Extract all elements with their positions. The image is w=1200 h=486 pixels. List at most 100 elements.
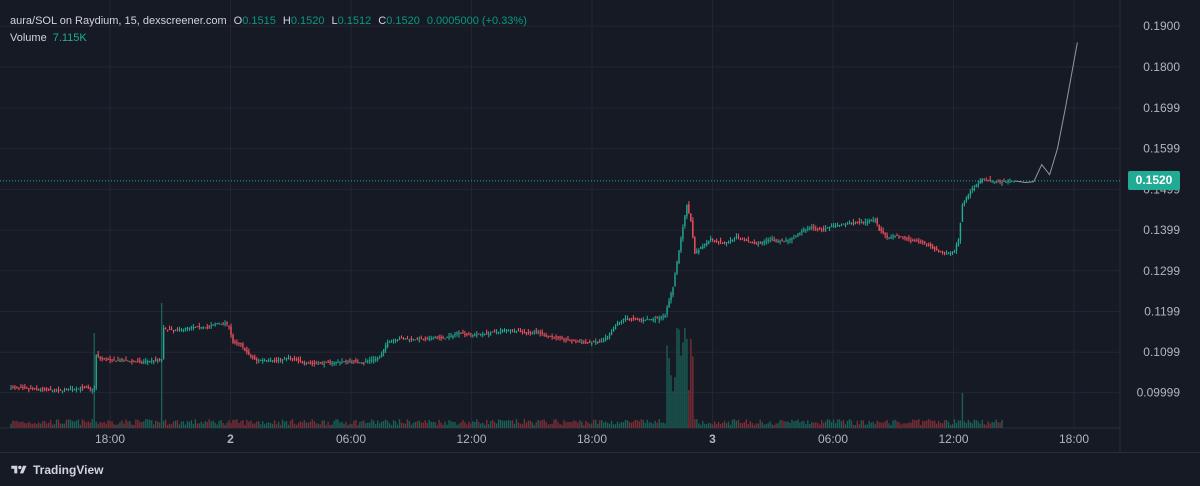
candle-body bbox=[335, 362, 337, 364]
candle-body bbox=[51, 391, 54, 393]
volume-bar bbox=[989, 423, 991, 428]
time-axis[interactable]: 18:00 2 06:00 12:00 18:00 3 06:00 12:00 18:00 bbox=[95, 432, 1089, 446]
volume-bar bbox=[24, 422, 26, 428]
candle-body bbox=[755, 242, 757, 244]
time-tick-label: 12:00 bbox=[938, 432, 968, 446]
candle-body bbox=[656, 317, 658, 319]
candle-body bbox=[1001, 182, 1003, 184]
time-tick-label: 18:00 bbox=[577, 432, 607, 446]
volume-bar bbox=[577, 422, 579, 428]
candle-body bbox=[967, 194, 970, 199]
candle-body bbox=[331, 363, 333, 365]
volume-bar bbox=[745, 419, 748, 428]
volume-bar bbox=[652, 423, 654, 428]
volume-bar bbox=[638, 421, 641, 428]
tradingview-logo[interactable]: TradingView bbox=[9, 463, 103, 477]
volume-bar bbox=[834, 423, 837, 428]
price-tick-label: 0.1399 bbox=[1143, 223, 1180, 237]
volume-bar bbox=[930, 420, 932, 428]
volume-bar bbox=[941, 423, 944, 428]
candle-body bbox=[153, 360, 155, 362]
candle-body bbox=[172, 329, 175, 331]
candle-body bbox=[993, 181, 995, 183]
volume-bar bbox=[428, 420, 430, 428]
candle-body bbox=[321, 362, 323, 364]
symbol-title[interactable]: aura/SOL on Raydium, 15, dexscreener.com bbox=[10, 15, 227, 27]
volume-bar bbox=[969, 421, 972, 428]
candle-body bbox=[876, 218, 878, 225]
volume-bar bbox=[293, 423, 296, 428]
candle-body bbox=[507, 330, 510, 332]
volume-bar bbox=[565, 422, 567, 428]
low-label: L bbox=[331, 15, 338, 27]
candle-body bbox=[581, 342, 583, 344]
candle-body bbox=[63, 389, 66, 391]
candle-body bbox=[569, 340, 571, 342]
volume-bar bbox=[160, 303, 163, 428]
volume-bar bbox=[291, 419, 294, 428]
candle-body bbox=[357, 361, 359, 363]
candle-body bbox=[424, 338, 426, 340]
candle-body bbox=[928, 244, 930, 246]
candle-body bbox=[591, 342, 593, 344]
candle-body bbox=[273, 359, 276, 361]
candle-body bbox=[355, 360, 357, 362]
volume-bar bbox=[454, 421, 456, 428]
volume-bar bbox=[424, 420, 426, 428]
volume-bar bbox=[65, 419, 68, 428]
price-tick-label: 0.1900 bbox=[1143, 19, 1180, 33]
candle-body bbox=[287, 358, 290, 360]
candle-body bbox=[448, 336, 450, 338]
volume-bar bbox=[945, 419, 948, 428]
volume-bar bbox=[858, 424, 861, 428]
candle-body bbox=[737, 236, 740, 238]
candle-body bbox=[678, 250, 680, 264]
candle-body bbox=[924, 241, 926, 243]
volume-bar bbox=[973, 419, 976, 428]
volume-bar bbox=[204, 421, 206, 428]
candle-body bbox=[347, 361, 349, 363]
candle-body bbox=[850, 222, 853, 224]
candle-body bbox=[1011, 180, 1013, 182]
volume-bar bbox=[781, 420, 783, 428]
volume-bar bbox=[943, 420, 946, 428]
candle-body bbox=[640, 319, 643, 321]
volume-bar bbox=[509, 420, 512, 428]
candle-body bbox=[162, 327, 165, 359]
candle-body bbox=[672, 287, 674, 295]
candle-body bbox=[791, 238, 793, 240]
candle-body bbox=[254, 357, 256, 360]
candle-body bbox=[438, 336, 440, 338]
candle-body bbox=[604, 338, 607, 340]
volume-bar bbox=[537, 420, 539, 428]
volume-bar bbox=[690, 338, 692, 428]
candle-body bbox=[121, 359, 123, 361]
candle-body bbox=[313, 362, 315, 364]
price-chart[interactable]: 0.19000.18000.16990.15990.14990.13990.12… bbox=[0, 0, 1200, 452]
candle-body bbox=[226, 322, 228, 324]
price-axis[interactable]: 0.19000.18000.16990.15990.14990.13990.12… bbox=[1137, 19, 1181, 399]
candle-body bbox=[775, 239, 777, 241]
volume-bar bbox=[361, 421, 363, 428]
candle-body bbox=[779, 241, 781, 243]
volume-bar bbox=[551, 423, 553, 428]
candle-body bbox=[45, 388, 48, 390]
candle-body bbox=[343, 361, 345, 363]
candle-body bbox=[495, 331, 498, 333]
candle-body bbox=[418, 339, 421, 341]
volume-bar bbox=[240, 421, 242, 428]
candle-body bbox=[75, 389, 78, 391]
volume-bar bbox=[662, 422, 664, 428]
candle-body bbox=[951, 252, 954, 254]
volume-bar bbox=[416, 421, 419, 428]
volume-label[interactable]: Volume bbox=[10, 32, 47, 44]
volume-bar bbox=[773, 424, 775, 428]
candle-body bbox=[781, 239, 783, 241]
volume-bar bbox=[262, 421, 264, 428]
candle-body bbox=[648, 319, 650, 321]
candle-body bbox=[749, 241, 752, 243]
volume-bar bbox=[698, 423, 700, 428]
volume-bar bbox=[16, 420, 18, 428]
volume-bar bbox=[398, 419, 401, 428]
candle-body bbox=[329, 361, 331, 363]
